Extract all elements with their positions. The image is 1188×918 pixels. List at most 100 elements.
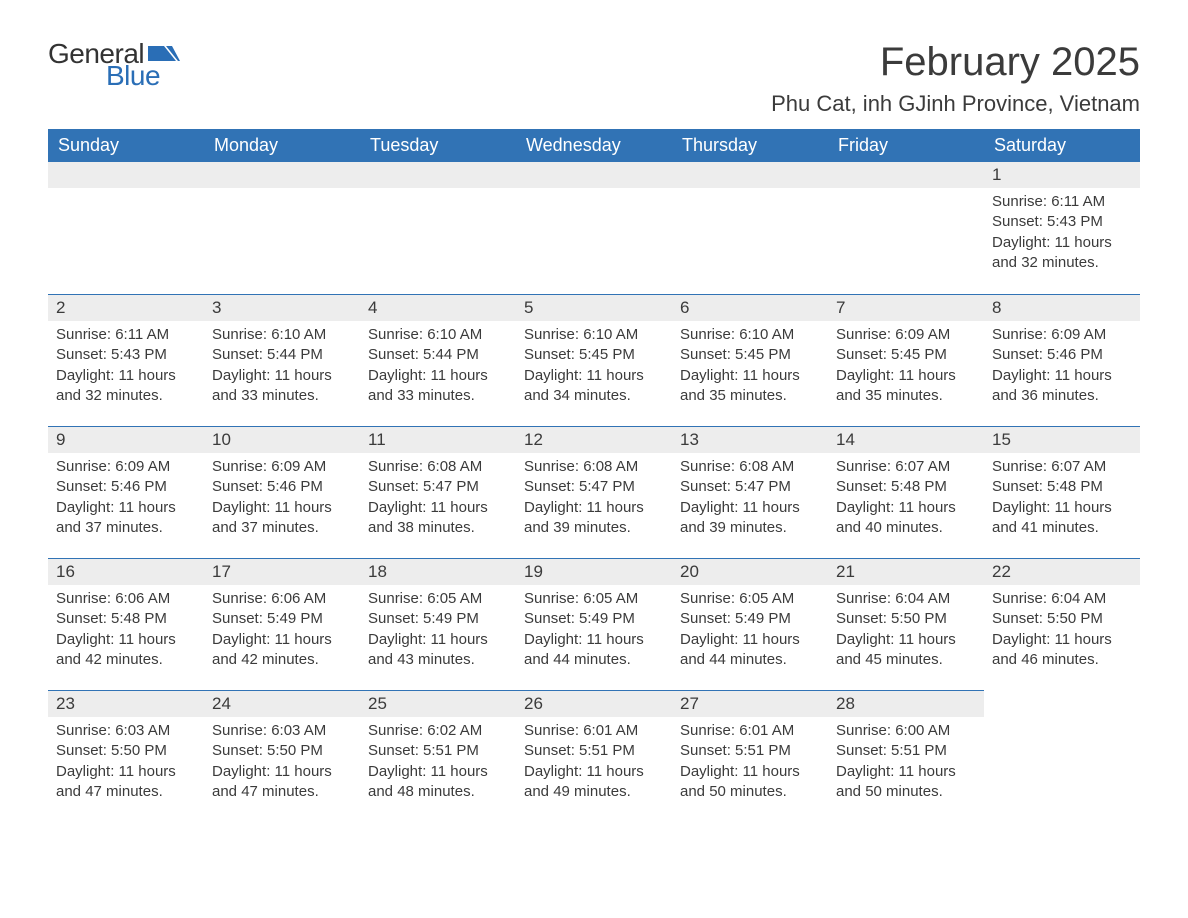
daylight-line: Daylight: 11 hours and 37 minutes. [212, 498, 352, 539]
sunrise-line: Sunrise: 6:06 AM [212, 589, 352, 609]
daylight-line: Daylight: 11 hours and 38 minutes. [368, 498, 508, 539]
sunrise-line: Sunrise: 6:05 AM [524, 589, 664, 609]
daylight-line: Daylight: 11 hours and 35 minutes. [836, 366, 976, 407]
sunrise-line: Sunrise: 6:01 AM [524, 721, 664, 741]
day-details: Sunrise: 6:01 AMSunset: 5:51 PMDaylight:… [672, 717, 828, 810]
weekday-header: Saturday [984, 129, 1140, 162]
sunrise-line: Sunrise: 6:05 AM [368, 589, 508, 609]
calendar-cell [360, 162, 516, 294]
day-details: Sunrise: 6:11 AMSunset: 5:43 PMDaylight:… [984, 188, 1140, 281]
daylight-line: Daylight: 11 hours and 36 minutes. [992, 366, 1132, 407]
daylight-line: Daylight: 11 hours and 43 minutes. [368, 630, 508, 671]
day-details: Sunrise: 6:02 AMSunset: 5:51 PMDaylight:… [360, 717, 516, 810]
calendar-cell: 27Sunrise: 6:01 AMSunset: 5:51 PMDayligh… [672, 690, 828, 822]
sunset-line: Sunset: 5:49 PM [212, 609, 352, 629]
sunset-line: Sunset: 5:48 PM [56, 609, 196, 629]
sunrise-line: Sunrise: 6:08 AM [524, 457, 664, 477]
day-number: 9 [48, 426, 204, 453]
logo-text-blue: Blue [106, 62, 160, 90]
sunset-line: Sunset: 5:47 PM [680, 477, 820, 497]
day-number: 11 [360, 426, 516, 453]
daylight-line: Daylight: 11 hours and 34 minutes. [524, 366, 664, 407]
calendar-cell: 20Sunrise: 6:05 AMSunset: 5:49 PMDayligh… [672, 558, 828, 690]
daylight-line: Daylight: 11 hours and 47 minutes. [56, 762, 196, 803]
calendar-cell [828, 162, 984, 294]
sunset-line: Sunset: 5:51 PM [524, 741, 664, 761]
calendar-cell: 1Sunrise: 6:11 AMSunset: 5:43 PMDaylight… [984, 162, 1140, 294]
sunrise-line: Sunrise: 6:11 AM [56, 325, 196, 345]
calendar-header-row: SundayMondayTuesdayWednesdayThursdayFrid… [48, 129, 1140, 162]
sunrise-line: Sunrise: 6:08 AM [680, 457, 820, 477]
day-details: Sunrise: 6:03 AMSunset: 5:50 PMDaylight:… [48, 717, 204, 810]
weekday-header: Sunday [48, 129, 204, 162]
day-number: 24 [204, 690, 360, 717]
day-details: Sunrise: 6:05 AMSunset: 5:49 PMDaylight:… [360, 585, 516, 678]
day-details: Sunrise: 6:06 AMSunset: 5:49 PMDaylight:… [204, 585, 360, 678]
calendar-cell: 21Sunrise: 6:04 AMSunset: 5:50 PMDayligh… [828, 558, 984, 690]
day-details: Sunrise: 6:08 AMSunset: 5:47 PMDaylight:… [672, 453, 828, 546]
sunset-line: Sunset: 5:50 PM [212, 741, 352, 761]
day-number: 27 [672, 690, 828, 717]
sunset-line: Sunset: 5:45 PM [680, 345, 820, 365]
calendar-cell: 17Sunrise: 6:06 AMSunset: 5:49 PMDayligh… [204, 558, 360, 690]
sunrise-line: Sunrise: 6:04 AM [992, 589, 1132, 609]
day-number: 17 [204, 558, 360, 585]
calendar-table: SundayMondayTuesdayWednesdayThursdayFrid… [48, 129, 1140, 822]
day-details: Sunrise: 6:08 AMSunset: 5:47 PMDaylight:… [360, 453, 516, 546]
day-number: 7 [828, 294, 984, 321]
daylight-line: Daylight: 11 hours and 33 minutes. [368, 366, 508, 407]
calendar-cell: 26Sunrise: 6:01 AMSunset: 5:51 PMDayligh… [516, 690, 672, 822]
calendar-cell: 8Sunrise: 6:09 AMSunset: 5:46 PMDaylight… [984, 294, 1140, 426]
day-details: Sunrise: 6:09 AMSunset: 5:45 PMDaylight:… [828, 321, 984, 414]
calendar-cell [516, 162, 672, 294]
calendar-cell: 2Sunrise: 6:11 AMSunset: 5:43 PMDaylight… [48, 294, 204, 426]
sunrise-line: Sunrise: 6:08 AM [368, 457, 508, 477]
empty-cell-bar [672, 162, 828, 188]
day-number: 20 [672, 558, 828, 585]
calendar-cell: 18Sunrise: 6:05 AMSunset: 5:49 PMDayligh… [360, 558, 516, 690]
day-number: 23 [48, 690, 204, 717]
daylight-line: Daylight: 11 hours and 35 minutes. [680, 366, 820, 407]
sunrise-line: Sunrise: 6:00 AM [836, 721, 976, 741]
sunset-line: Sunset: 5:44 PM [368, 345, 508, 365]
title-block: February 2025 Phu Cat, inh GJinh Provinc… [771, 40, 1140, 117]
daylight-line: Daylight: 11 hours and 42 minutes. [212, 630, 352, 671]
day-details: Sunrise: 6:04 AMSunset: 5:50 PMDaylight:… [984, 585, 1140, 678]
sunrise-line: Sunrise: 6:05 AM [680, 589, 820, 609]
day-number: 16 [48, 558, 204, 585]
calendar-cell: 23Sunrise: 6:03 AMSunset: 5:50 PMDayligh… [48, 690, 204, 822]
sunrise-line: Sunrise: 6:09 AM [56, 457, 196, 477]
sunset-line: Sunset: 5:43 PM [992, 212, 1132, 232]
location-text: Phu Cat, inh GJinh Province, Vietnam [771, 91, 1140, 117]
daylight-line: Daylight: 11 hours and 50 minutes. [680, 762, 820, 803]
daylight-line: Daylight: 11 hours and 48 minutes. [368, 762, 508, 803]
month-title: February 2025 [771, 40, 1140, 85]
sunset-line: Sunset: 5:49 PM [680, 609, 820, 629]
day-details: Sunrise: 6:11 AMSunset: 5:43 PMDaylight:… [48, 321, 204, 414]
day-number: 22 [984, 558, 1140, 585]
calendar-cell: 25Sunrise: 6:02 AMSunset: 5:51 PMDayligh… [360, 690, 516, 822]
daylight-line: Daylight: 11 hours and 42 minutes. [56, 630, 196, 671]
calendar-cell: 5Sunrise: 6:10 AMSunset: 5:45 PMDaylight… [516, 294, 672, 426]
sunset-line: Sunset: 5:48 PM [836, 477, 976, 497]
sunset-line: Sunset: 5:46 PM [212, 477, 352, 497]
day-number: 26 [516, 690, 672, 717]
header: General Blue February 2025 Phu Cat, inh … [48, 40, 1140, 117]
sunset-line: Sunset: 5:45 PM [836, 345, 976, 365]
sunset-line: Sunset: 5:47 PM [524, 477, 664, 497]
sunset-line: Sunset: 5:51 PM [368, 741, 508, 761]
day-details: Sunrise: 6:07 AMSunset: 5:48 PMDaylight:… [828, 453, 984, 546]
sunrise-line: Sunrise: 6:02 AM [368, 721, 508, 741]
sunset-line: Sunset: 5:44 PM [212, 345, 352, 365]
day-number: 12 [516, 426, 672, 453]
daylight-line: Daylight: 11 hours and 50 minutes. [836, 762, 976, 803]
day-number: 10 [204, 426, 360, 453]
empty-cell-bar [516, 162, 672, 188]
empty-cell-bar [360, 162, 516, 188]
weekday-header: Tuesday [360, 129, 516, 162]
day-details: Sunrise: 6:09 AMSunset: 5:46 PMDaylight:… [204, 453, 360, 546]
weekday-header: Wednesday [516, 129, 672, 162]
calendar-cell [672, 162, 828, 294]
day-number: 4 [360, 294, 516, 321]
sunset-line: Sunset: 5:50 PM [56, 741, 196, 761]
